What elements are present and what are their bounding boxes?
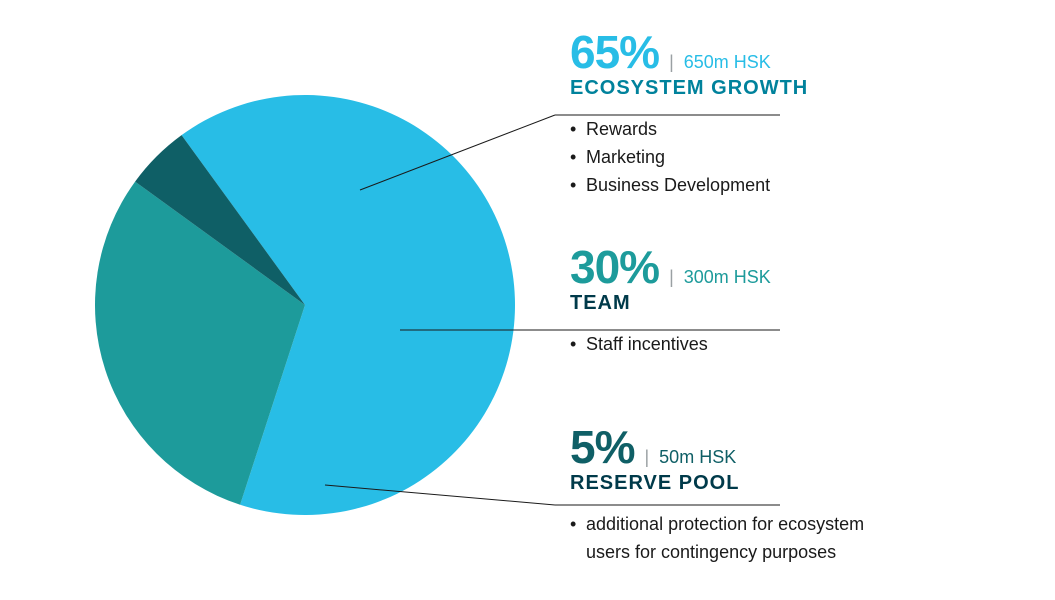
bullet-item: Rewards	[570, 116, 808, 144]
bullet-list: additional protection for ecosystem user…	[570, 511, 900, 567]
percent-value: 30%	[570, 240, 659, 294]
section-title: RESERVE POOL	[570, 472, 900, 495]
bullet-item: additional protection for ecosystem user…	[570, 511, 900, 567]
amount-label: 50m HSK	[659, 447, 736, 468]
section-title: TEAM	[570, 292, 771, 315]
amount-label: 300m HSK	[684, 267, 771, 288]
percent-value: 65%	[570, 25, 659, 79]
legend-ecosystem-growth: 65% | 650m HSK ECOSYSTEM GROWTH RewardsM…	[570, 25, 808, 200]
bullet-list: Staff incentives	[570, 331, 771, 359]
bullet-item: Business Development	[570, 172, 808, 200]
divider-pipe: |	[669, 267, 674, 288]
allocation-infographic: 65% | 650m HSK ECOSYSTEM GROWTH RewardsM…	[0, 0, 1055, 600]
divider-pipe: |	[669, 52, 674, 73]
divider-pipe: |	[644, 447, 649, 468]
bullet-list: RewardsMarketingBusiness Development	[570, 116, 808, 200]
bullet-item: Marketing	[570, 144, 808, 172]
section-title: ECOSYSTEM GROWTH	[570, 77, 808, 100]
bullet-item: Staff incentives	[570, 331, 771, 359]
pie-chart	[95, 95, 515, 515]
legend-reserve-pool: 5% | 50m HSK RESERVE POOL additional pro…	[570, 420, 900, 567]
legend-team: 30% | 300m HSK TEAM Staff incentives	[570, 240, 771, 359]
amount-label: 650m HSK	[684, 52, 771, 73]
percent-value: 5%	[570, 420, 634, 474]
